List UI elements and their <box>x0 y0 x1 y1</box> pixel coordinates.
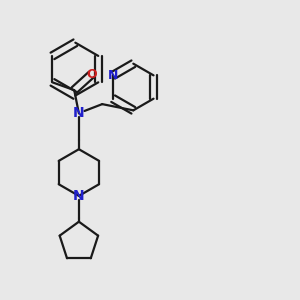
Text: N: N <box>73 189 85 203</box>
Text: N: N <box>108 69 118 82</box>
Text: O: O <box>86 68 97 81</box>
Text: N: N <box>73 106 85 121</box>
